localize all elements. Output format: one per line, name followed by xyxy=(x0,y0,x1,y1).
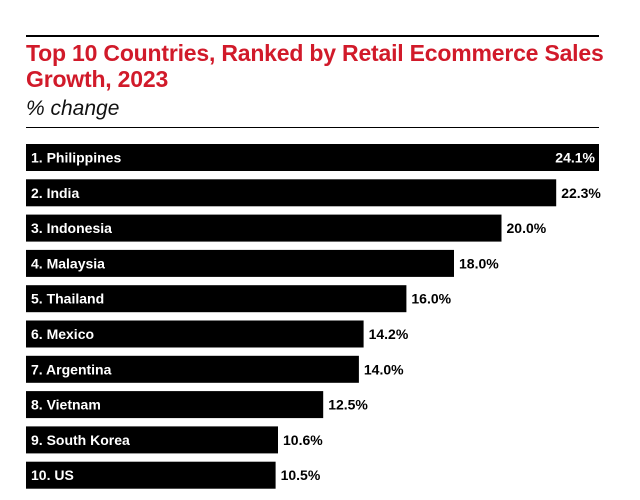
value-label: 22.3% xyxy=(561,185,601,201)
value-label: 10.5% xyxy=(281,467,321,483)
category-label: 9. South Korea xyxy=(31,432,130,448)
bar-4 xyxy=(26,249,454,277)
bar-5 xyxy=(26,285,407,313)
category-label: 4. Malaysia xyxy=(31,255,105,271)
bar-2 xyxy=(26,179,557,207)
bar-10 xyxy=(26,461,276,489)
bar-6 xyxy=(26,320,364,348)
value-label: 20.0% xyxy=(507,220,547,236)
bar-1 xyxy=(26,144,599,171)
bar-8 xyxy=(26,391,324,419)
category-label: 8. Vietnam xyxy=(31,397,101,413)
category-label: 2. India xyxy=(31,185,79,201)
top-rule xyxy=(26,35,599,37)
category-label: 7. Argentina xyxy=(31,361,112,377)
value-label: 10.6% xyxy=(283,432,323,448)
bar-3 xyxy=(26,214,502,242)
bar-7 xyxy=(26,355,359,383)
category-label: 1. Philippines xyxy=(31,150,121,166)
header-divider xyxy=(26,127,599,128)
value-label: 16.0% xyxy=(411,291,451,307)
category-label: 10. US xyxy=(31,467,74,483)
category-label: 5. Thailand xyxy=(31,291,104,307)
chart-title: Top 10 Countries, Ranked by Retail Ecomm… xyxy=(26,40,604,92)
value-label: 14.2% xyxy=(369,326,409,342)
value-label: 24.1% xyxy=(555,150,595,166)
value-label: 14.0% xyxy=(364,361,404,377)
category-label: 6. Mexico xyxy=(31,326,94,342)
bar-9 xyxy=(26,426,278,454)
category-label: 3. Indonesia xyxy=(31,220,112,236)
value-label: 18.0% xyxy=(459,255,499,271)
value-label: 12.5% xyxy=(328,397,368,413)
chart-subtitle: % change xyxy=(26,97,120,120)
